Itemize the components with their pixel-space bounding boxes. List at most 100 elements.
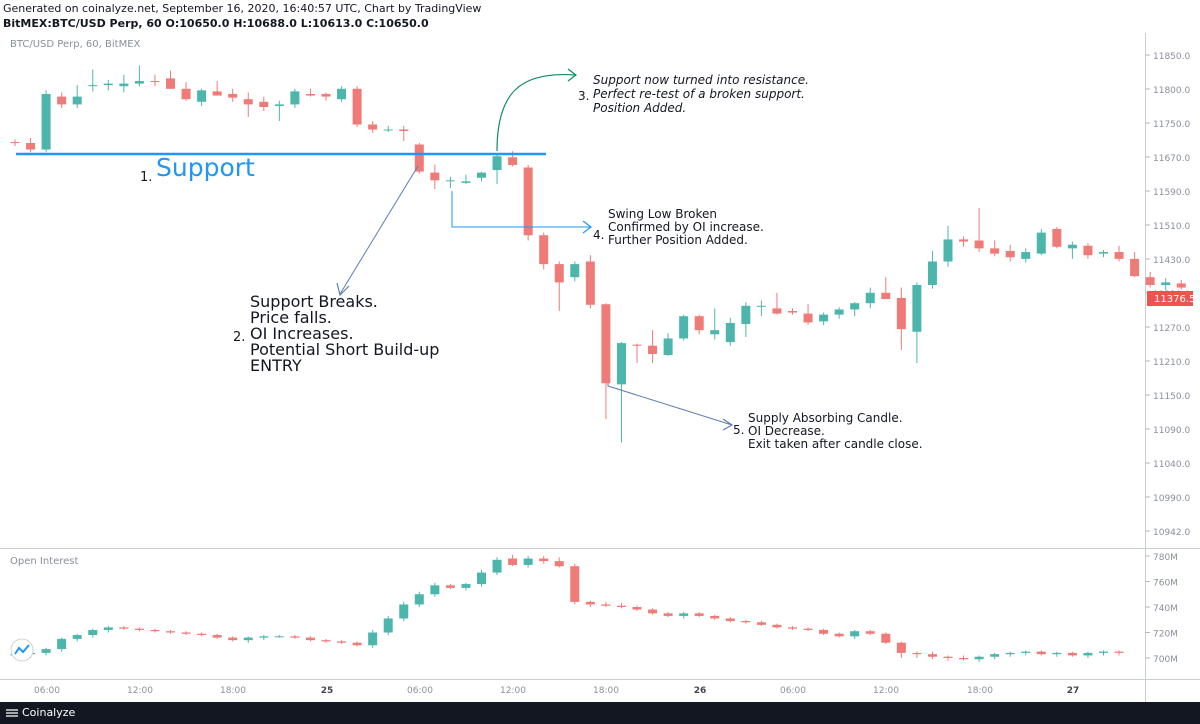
ohlc-info: BitMEX:BTC/USD Perp, 60 O:10650.0 H:1068…	[3, 17, 429, 30]
candle-body	[134, 628, 144, 630]
candle-body	[865, 292, 875, 304]
candle-body	[632, 344, 642, 346]
candle-body	[896, 642, 906, 653]
candle-body	[430, 585, 440, 595]
candle-body	[103, 627, 113, 630]
candle-body	[1067, 652, 1077, 656]
candle-body	[554, 264, 564, 283]
candle-body	[1067, 244, 1077, 249]
support-label: Support	[156, 153, 255, 182]
candle-body	[243, 637, 253, 641]
candle-body	[414, 144, 424, 172]
candle-body	[399, 604, 409, 619]
annotation-3-number: 3.	[578, 89, 589, 103]
candle-body	[1036, 232, 1046, 254]
candle-body	[477, 572, 486, 585]
time-tick-label: 06:00	[407, 686, 433, 696]
candle-body	[1161, 282, 1171, 285]
candle-body	[57, 638, 67, 650]
candle-body	[352, 642, 362, 646]
support-number: 1.	[140, 170, 152, 185]
candle-body	[399, 129, 409, 131]
candle-body	[679, 316, 689, 339]
candle-body	[119, 83, 129, 87]
candle-body	[508, 558, 518, 565]
candle-body	[756, 622, 766, 625]
price-tick-label: 11590.0	[1153, 188, 1190, 198]
arrow-2-line	[339, 165, 419, 295]
arrow-4-head	[582, 220, 592, 234]
time-tick-label: 12:00	[500, 686, 526, 696]
candle-body	[1052, 228, 1062, 247]
candle-body	[1021, 252, 1031, 259]
candle-body	[321, 94, 331, 97]
candle-body	[414, 594, 424, 605]
candle-body	[772, 308, 782, 314]
candle-body	[88, 85, 98, 87]
candle-body	[290, 636, 300, 638]
candle-body	[41, 94, 51, 150]
annotation-2-line-4: Potential Short Build-up	[250, 340, 439, 359]
candle-body	[648, 345, 658, 354]
price-candles	[10, 65, 1186, 443]
candle-body	[585, 261, 595, 305]
candle-body	[741, 621, 751, 623]
candle-body	[601, 304, 611, 384]
candle-body	[974, 656, 984, 660]
candle-body	[1083, 245, 1093, 256]
candle-body	[166, 78, 175, 89]
annotation-4-line-1: Swing Low Broken	[608, 207, 717, 221]
oi-tick-label: 720M	[1153, 630, 1178, 640]
price-tick-label: 11090.0	[1153, 426, 1190, 436]
candle-body	[72, 96, 82, 105]
candle-body	[679, 613, 689, 616]
candle-body	[274, 636, 284, 638]
time-tick-label: 26	[694, 686, 707, 696]
candle-body	[663, 338, 673, 355]
candle-body	[710, 615, 720, 619]
annotation-4-line-2: Confirmed by OI increase.	[608, 220, 764, 234]
candle-body	[508, 157, 518, 165]
chart-title: BTC/USD Perp, 60, BitMEX	[10, 39, 141, 50]
price-tick-label: 11210.0	[1153, 358, 1190, 368]
arrow-5-head	[722, 418, 734, 431]
candle-body	[259, 636, 269, 638]
candle-body	[1130, 258, 1140, 277]
annotation-2-line-3: OI Increases.	[250, 324, 354, 343]
candle-body	[1036, 651, 1046, 655]
price-tick-label: 11850.0	[1153, 52, 1190, 62]
candle-body	[321, 640, 331, 642]
candle-body	[430, 172, 440, 181]
candle-body	[181, 632, 191, 634]
arrow-5-line	[607, 383, 733, 426]
oi-tick-label: 760M	[1153, 579, 1178, 589]
candle-body	[1114, 252, 1124, 259]
annotation-5-line-3: Exit taken after candle close.	[748, 437, 923, 451]
candle-body	[134, 81, 144, 84]
last-price-label: 11376.5	[1154, 294, 1195, 305]
price-tick-label: 10942.0	[1153, 528, 1190, 538]
candle-body	[927, 261, 937, 285]
candle-body	[959, 239, 969, 242]
candle-body	[26, 143, 36, 150]
time-tick-label: 27	[1067, 686, 1080, 696]
time-tick-label: 06:00	[34, 686, 60, 696]
annotation-5-line-2: OI Decrease.	[748, 424, 825, 438]
price-chart[interactable]: BTC/USD Perp, 60, BitMEX Open Interest 1…	[0, 33, 1200, 703]
candle-body	[725, 618, 735, 622]
candle-body	[834, 633, 844, 637]
candle-body	[1114, 651, 1124, 653]
candle-body	[492, 559, 502, 573]
annotation-2-line-2: Price falls.	[250, 308, 332, 327]
candle-body	[383, 618, 393, 633]
candle-body	[150, 81, 160, 83]
candle-body	[150, 629, 160, 632]
candle-body	[1145, 277, 1155, 285]
candle-body	[912, 285, 922, 332]
price-pane[interactable]	[0, 33, 1145, 548]
candle-body	[834, 309, 844, 315]
candle-body	[352, 88, 362, 125]
candle-body	[337, 641, 347, 643]
candle-body	[243, 99, 253, 105]
oi-axis: 780M 760M 740M 720M 700M	[1145, 553, 1178, 665]
